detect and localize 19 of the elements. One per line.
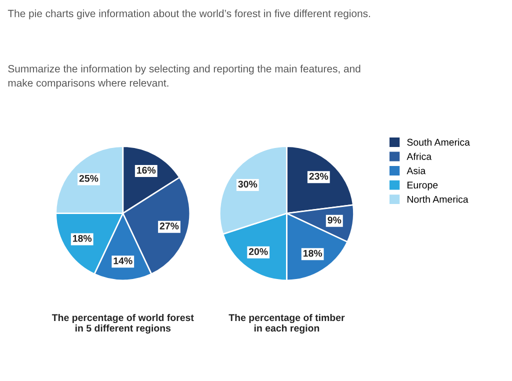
data-label: 16% [137,166,156,174]
data-label: 14% [114,257,132,264]
legend-label: Asia [406,167,426,174]
legend-label: South America [407,138,470,146]
data-label: 27% [160,222,179,230]
data-label: 18% [303,250,322,257]
data-label: 23% [309,172,328,180]
legend-label: Europe [408,182,438,190]
text: Summarize the information by selecting and reporting the main features, and make comparisons where relevant. [8,64,360,89]
data-label: 25% [79,174,98,182]
legend-label: Africa [406,152,432,160]
data-label: 18% [73,234,92,242]
data-label: 20% [248,248,268,256]
legend-label: North America [408,196,468,203]
data-label: 9% [328,216,342,224]
text: The percentage of timber in each region [228,314,345,334]
text: The pie charts give information about the world’s forest in five different regions. [8,10,370,20]
text: The percentage of world forest in 5 different regions [52,314,194,334]
data-label: 30% [238,180,258,188]
